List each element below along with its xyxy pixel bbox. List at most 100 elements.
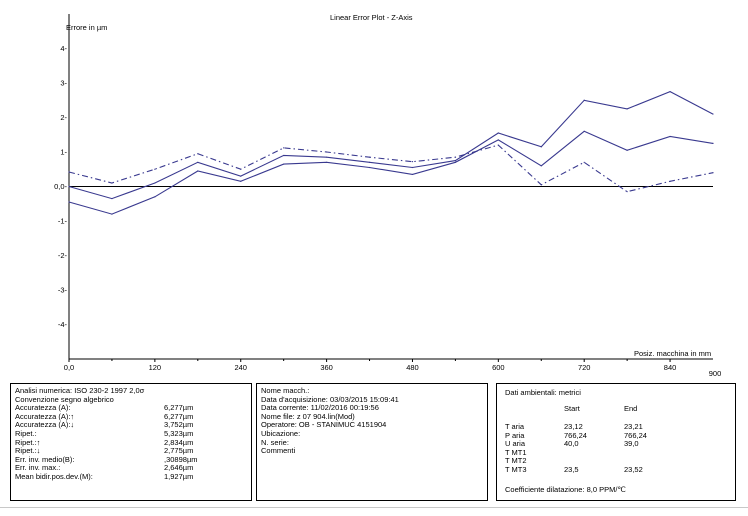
axes: 4- 3- 2- 1- 0,0- -1- -2- -3- -4- 0,0 120 240 360 480 6…: [54, 14, 721, 378]
environment-coefficient: Coefficiente dilatazione: 8,0 PPM/℃: [505, 485, 626, 494]
series-point-2: [197, 161, 199, 163]
series-point-3: [197, 153, 199, 155]
x-tick-label: 240: [234, 363, 247, 372]
series-point-3: [626, 191, 628, 193]
series-point-3: [712, 172, 714, 174]
x-tick-label: 900: [709, 369, 722, 378]
series-point-2: [240, 175, 242, 177]
analysis-value: 2,834µm: [164, 437, 194, 447]
machine-info-line: N. serie:: [261, 437, 289, 447]
environment-col-start: Start: [564, 404, 580, 413]
y-tick-label: 4-: [60, 44, 67, 53]
y-tick-label: -1-: [58, 217, 68, 226]
machine-info-line: Data d'acquisizione: 03/03/2015 15:09:41: [261, 394, 399, 404]
x-tick-label: 120: [149, 363, 162, 372]
analysis-row: Accuratezza (A): 6,277µm: [11, 404, 251, 413]
environment-label: T MT3: [505, 464, 527, 474]
series-point-2: [454, 160, 456, 162]
series-point-3: [540, 184, 542, 186]
series-point-2: [111, 197, 113, 200]
x-tick-label: 360: [320, 363, 333, 372]
series-point-3: [583, 161, 585, 163]
analysis-value: 2,646µm: [164, 463, 194, 473]
error-plot: 4- 3- 2- 1- 0,0- -1- -2- -3- -4- 0,0 120 240 360 480 6…: [54, 13, 721, 378]
y-tick-label: 3-: [60, 79, 67, 88]
analysis-row: Ripet.:↑ 2,834µm: [11, 437, 251, 448]
series-point-2: [368, 161, 371, 163]
analysis-value: 2,775µm: [164, 446, 194, 456]
environment-panel: Dati ambientali: metrici Start End T ari…: [496, 383, 736, 501]
series-point-1: [68, 201, 70, 203]
analysis-row: Ripet.: 5,323µm: [11, 428, 251, 439]
analysis-value: ,30898µm: [164, 454, 198, 464]
x-tick-label: 480: [406, 363, 419, 372]
series-point-1: [197, 170, 199, 172]
environment-label: T MT1: [505, 447, 527, 457]
series-point-1: [111, 213, 113, 215]
analysis-value: 5,323µm: [164, 428, 194, 438]
environment-start-value: 23,5: [564, 464, 579, 474]
environment-row: T MT3 23,5 23,52: [497, 464, 735, 475]
series-point-1: [326, 161, 328, 163]
series-point-3: [326, 151, 328, 153]
series-point-3: [111, 182, 113, 184]
series-point-2: [154, 182, 156, 184]
series-point-2: [68, 185, 70, 188]
series-point-3: [669, 180, 671, 182]
analysis-panel: Analisi numerica: ISO 230-2 1997 2,0σ Co…: [10, 383, 252, 501]
y-tick-label: 1-: [60, 148, 67, 157]
series-point-1: [712, 142, 714, 144]
environment-label: P aria: [505, 430, 525, 440]
environment-start-value: 23,12: [564, 422, 583, 431]
series-line-3: [68, 144, 714, 193]
series-point-3: [368, 156, 371, 158]
x-axis-label: Posiz. macchina in mm: [634, 349, 711, 358]
environment-row: T MT1: [497, 447, 735, 458]
series-point-2: [326, 156, 328, 158]
analysis-label: Err. inv. medio(B):: [15, 454, 75, 464]
analysis-label: Ripet.:↓: [15, 446, 41, 456]
environment-row: U aria 40,0 39,0: [497, 440, 735, 449]
environment-row: T aria 23,12 23,21: [497, 422, 735, 432]
environment-start-value: 40,0: [564, 439, 579, 449]
analysis-label: Accuratezza (A):↓: [15, 420, 75, 430]
environment-label: T MT2: [505, 456, 527, 466]
environment-label: T aria: [505, 422, 525, 431]
y-axis-label: Errore in µm: [66, 23, 107, 32]
analysis-label: Mean bidir.pos.dev.(M):: [15, 471, 93, 481]
series-point-1: [368, 166, 371, 169]
series-point-3: [240, 168, 242, 170]
chart-title: Linear Error Plot - Z-Axis: [330, 13, 413, 22]
series-point-2: [583, 99, 585, 101]
y-tick-label: -3-: [58, 286, 68, 295]
series-point-3: [154, 168, 156, 170]
series-point-3: [497, 144, 499, 146]
series-point-1: [669, 135, 671, 138]
bottom-divider: [0, 507, 748, 508]
series-point-1: [411, 173, 414, 176]
analysis-row: Ripet.:↓ 2,775µm: [11, 447, 251, 456]
series-point-1: [497, 139, 499, 141]
analysis-row: Accuratezza (A):↓ 3,752µm: [11, 421, 251, 430]
machine-info-line: Ubicazione:: [261, 428, 301, 438]
analysis-row: Mean bidir.pos.dev.(M): 1,927µm: [11, 471, 251, 482]
environment-row: T MT2: [497, 457, 735, 466]
series-point-2: [283, 154, 285, 157]
y-tick-label: -4-: [58, 320, 68, 329]
analysis-value: 6,277µm: [164, 411, 194, 421]
series-line-1: [68, 130, 714, 215]
series-point-1: [540, 165, 542, 167]
x-tick-label: 720: [578, 363, 591, 372]
environment-row: P aria 766,24 766,24: [497, 430, 735, 441]
machine-info-line: Operatore: OB - STANIMUC 4151904: [261, 420, 387, 430]
y-tick-label: 0,0-: [54, 182, 67, 191]
series-point-3: [454, 156, 456, 158]
series-point-1: [626, 149, 628, 151]
x-tick-label: 0,0: [64, 363, 74, 372]
series-point-3: [411, 161, 414, 163]
series-point-2: [540, 146, 542, 148]
environment-end-value: 23,21: [624, 422, 643, 431]
machine-info-line: Data corrente: 11/02/2016 00:19:56: [261, 403, 379, 413]
analysis-row: Accuratezza (A):↑ 6,277µm: [11, 411, 251, 422]
environment-end-value: 23,52: [624, 464, 643, 474]
